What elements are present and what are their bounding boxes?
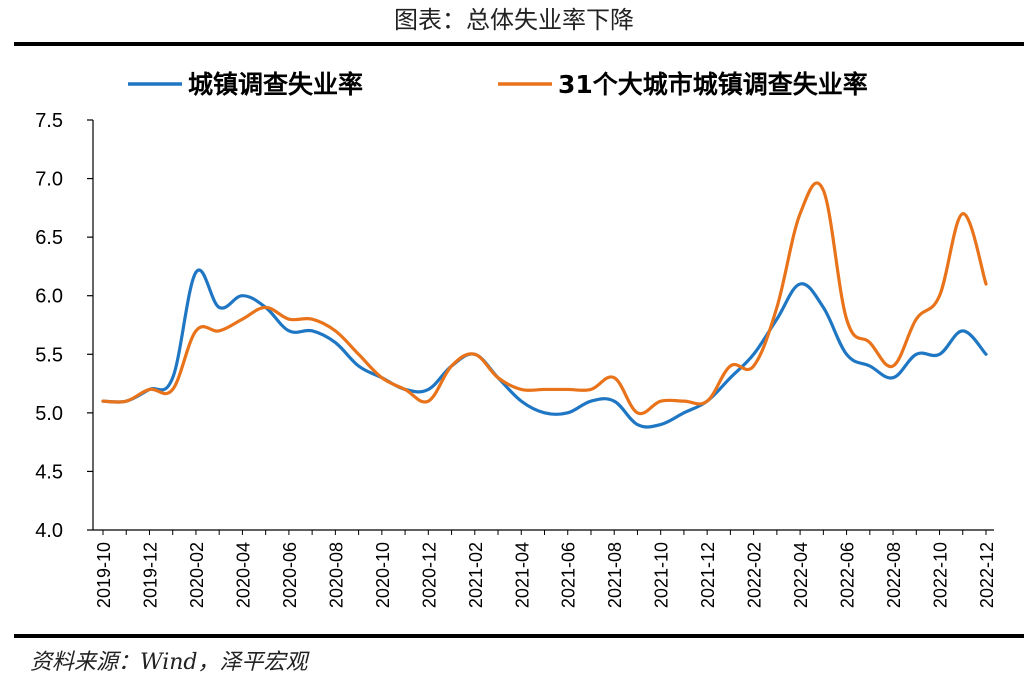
x-tick-label: 2022-10 bbox=[931, 542, 951, 608]
y-tick-label: 6.5 bbox=[35, 227, 63, 249]
x-tick-label: 2020-10 bbox=[373, 542, 393, 608]
y-tick-label: 6.0 bbox=[35, 286, 63, 308]
x-tick-label: 2020-06 bbox=[280, 542, 300, 608]
x-tick-label: 2021-02 bbox=[466, 542, 486, 608]
y-tick-label: 5.5 bbox=[35, 344, 63, 366]
source-note: 资料来源：Wind，泽平宏观 bbox=[30, 650, 308, 675]
legend: 城镇调查失业率 31个大城市城镇调查失业率 bbox=[128, 70, 868, 99]
y-tick-label: 4.0 bbox=[35, 520, 63, 542]
y-tick-label: 4.5 bbox=[35, 461, 63, 483]
x-tick-label: 2022-02 bbox=[745, 542, 765, 608]
x-tick-label: 2021-12 bbox=[698, 542, 718, 608]
y-tick-label: 7.0 bbox=[35, 169, 63, 191]
x-tick-label: 2020-12 bbox=[419, 542, 439, 608]
x-tick-label: 2020-02 bbox=[187, 542, 207, 608]
x-tick-label: 2019-12 bbox=[140, 542, 160, 608]
x-tick-label: 2022-12 bbox=[977, 542, 997, 608]
x-tick-label: 2020-08 bbox=[326, 542, 346, 608]
series-line-2 bbox=[101, 181, 988, 416]
top-rule bbox=[14, 42, 1024, 46]
x-tick-label: 2020-04 bbox=[233, 542, 253, 608]
x-tick-label: 2021-06 bbox=[559, 542, 579, 608]
series-line-1 bbox=[101, 268, 988, 429]
x-tick-label: 2022-08 bbox=[884, 542, 904, 608]
x-tick-label: 2022-06 bbox=[838, 542, 858, 608]
chart-series bbox=[101, 181, 988, 429]
x-tick-label: 2019-10 bbox=[94, 542, 114, 608]
legend-label-1: 城镇调查失业率 bbox=[188, 70, 363, 99]
legend-label-2: 31个大城市城镇调查失业率 bbox=[558, 70, 868, 99]
chart-title: 图表：总体失业率下降 bbox=[394, 6, 634, 34]
x-tick-label: 2021-04 bbox=[512, 542, 532, 608]
y-tick-label: 7.5 bbox=[35, 110, 63, 132]
y-tick-label: 5.0 bbox=[35, 403, 63, 425]
x-tick-label: 2021-08 bbox=[605, 542, 625, 608]
chart-axes: 4.0 4.5 5.0 5.5 6.0 6.5 7.0 7.5 2019-10 2019-12 20… bbox=[35, 110, 997, 608]
x-tick-label: 2021-10 bbox=[652, 542, 672, 608]
x-tick-label: 2022-04 bbox=[791, 542, 811, 608]
bottom-rule bbox=[14, 634, 1024, 638]
